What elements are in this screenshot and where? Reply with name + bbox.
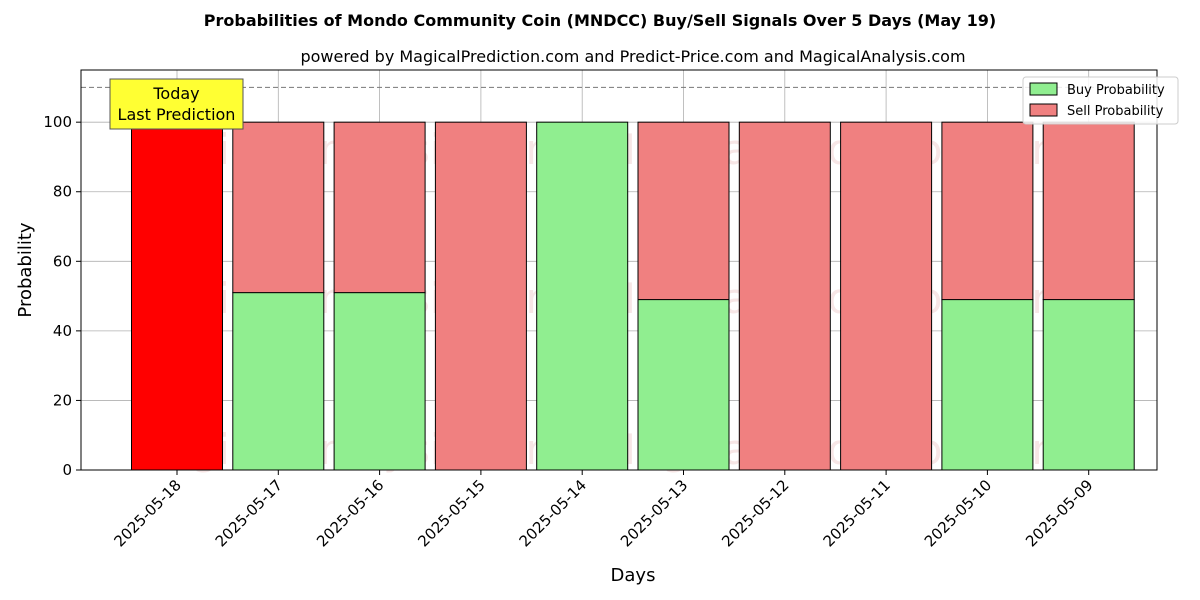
x-tick-label: 2025-05-14 bbox=[516, 476, 590, 550]
annotation-line: Today bbox=[152, 84, 199, 103]
legend-swatch bbox=[1029, 103, 1058, 117]
today-annotation: Today Last Prediction bbox=[109, 78, 244, 130]
sell-bar bbox=[232, 121, 325, 294]
chart-title: Probabilities of Mondo Community Coin (M… bbox=[204, 11, 996, 30]
legend-swatch bbox=[1029, 82, 1058, 96]
buy-bar bbox=[637, 299, 730, 471]
x-tick-label: 2025-05-10 bbox=[921, 476, 995, 550]
y-axis: 0 20 40 60 80 100 bbox=[43, 113, 81, 479]
sell-bar bbox=[1042, 121, 1135, 301]
annotation-line: Last Prediction bbox=[118, 105, 236, 124]
buy-bar bbox=[333, 292, 426, 471]
buy-bar bbox=[941, 299, 1034, 471]
x-axis: 2025-05-18 2025-05-17 2025-05-16 2025-05-15… bbox=[110, 470, 1097, 550]
annotation-box bbox=[109, 78, 244, 130]
bars bbox=[131, 121, 1135, 471]
y-tick-label: 0 bbox=[62, 461, 72, 479]
y-tick-label: 60 bbox=[53, 252, 72, 270]
x-tick-label: 2025-05-16 bbox=[313, 476, 387, 550]
sell-bar bbox=[840, 121, 933, 471]
buy-bar bbox=[1042, 299, 1135, 471]
sell-bar bbox=[941, 121, 1034, 301]
sell-bar bbox=[333, 121, 426, 294]
legend-label: Sell Probability bbox=[1067, 104, 1164, 119]
x-tick-label: 2025-05-12 bbox=[718, 476, 792, 550]
plot-frame bbox=[80, 69, 1158, 471]
x-tick-label: 2025-05-13 bbox=[617, 476, 691, 550]
y-tick-label: 20 bbox=[53, 391, 72, 409]
x-tick-label: 2025-05-11 bbox=[820, 476, 894, 550]
sell-bar bbox=[434, 121, 527, 471]
legend-label: Buy Probability bbox=[1067, 83, 1165, 98]
sell-bar bbox=[637, 121, 730, 301]
y-axis-label: Probability bbox=[15, 222, 36, 317]
sell-bar bbox=[738, 121, 831, 471]
x-tick-label: 2025-05-15 bbox=[414, 476, 488, 550]
x-axis-label: Days bbox=[611, 565, 656, 586]
buy-bar bbox=[536, 121, 629, 471]
y-tick-label: 100 bbox=[43, 113, 72, 131]
x-tick-label: 2025-05-17 bbox=[212, 476, 286, 550]
y-tick-label: 40 bbox=[53, 322, 72, 340]
x-tick-label: 2025-05-18 bbox=[110, 476, 184, 550]
chart-subtitle: powered by MagicalPrediction.com and Pre… bbox=[300, 47, 965, 66]
sell-bar bbox=[131, 121, 223, 471]
legend: Buy Probability Sell Probability bbox=[1022, 76, 1179, 125]
y-tick-label: 80 bbox=[53, 183, 72, 201]
buy-bar bbox=[232, 292, 325, 471]
x-tick-label: 2025-05-09 bbox=[1022, 476, 1096, 550]
legend-box bbox=[1022, 76, 1179, 125]
